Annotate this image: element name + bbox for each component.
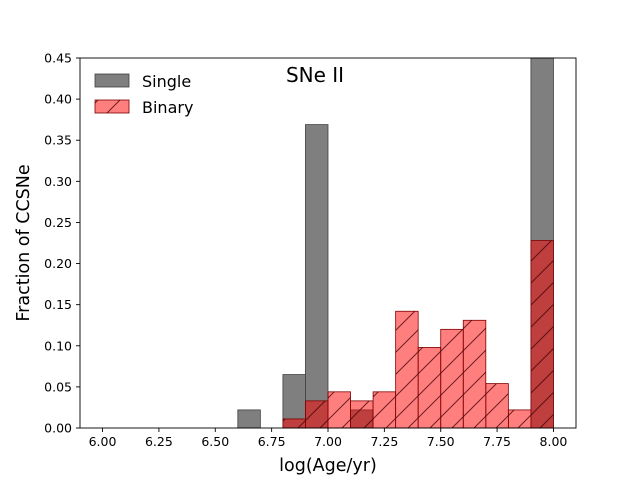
- bar-hatch-binary-0: [282, 418, 306, 428]
- x-tick-label: 8.00: [540, 434, 568, 449]
- legend: Single Binary: [94, 72, 193, 117]
- x-tick-label: 7.75: [483, 434, 511, 449]
- legend-swatch-single: [94, 73, 130, 88]
- y-tick-label: 0.40: [44, 92, 72, 107]
- legend-swatch-binary-hatch: [95, 100, 129, 113]
- bar-hatch-binary-4: [373, 391, 396, 428]
- x-axis-label: log(Age/yr): [279, 456, 377, 476]
- bar-hatch-binary-8: [463, 320, 486, 428]
- bar-single-0: [237, 409, 261, 429]
- bar-hatch-binary-6: [418, 347, 441, 428]
- x-tick-label: 7.50: [427, 434, 455, 449]
- x-tick-label: 6.50: [201, 434, 229, 449]
- y-tick-label: 0.20: [44, 256, 72, 271]
- bar-hatch-binary-3: [350, 400, 374, 428]
- y-axis-label: Fraction of CCSNe: [14, 164, 34, 321]
- bar-hatch-binary-10: [508, 409, 531, 428]
- x-tick-label: 6.00: [89, 434, 117, 449]
- y-tick-label: 0.00: [44, 421, 72, 436]
- bar-hatch-binary-11: [530, 240, 554, 428]
- legend-label-single: Single: [142, 72, 191, 91]
- bar-hatch-binary-2: [328, 391, 351, 428]
- x-tick-label: 7.00: [314, 434, 342, 449]
- y-tick-label: 0.30: [44, 174, 72, 189]
- bar-hatch-binary-5: [395, 311, 419, 428]
- plot-title: SNe II: [286, 63, 344, 87]
- y-tick-label: 0.45: [44, 51, 72, 66]
- x-tick-label: 6.75: [258, 434, 286, 449]
- bar-hatch-binary-1: [305, 400, 328, 428]
- y-tick-label: 0.10: [44, 338, 72, 353]
- x-tick-label: 6.25: [145, 434, 173, 449]
- y-tick-label: 0.15: [44, 297, 72, 312]
- x-tick-label: 7.25: [370, 434, 398, 449]
- legend-label-binary: Binary: [142, 98, 193, 117]
- bar-single-2: [305, 124, 329, 429]
- y-tick-label: 0.25: [44, 215, 72, 230]
- y-tick-label: 0.35: [44, 133, 72, 148]
- bar-hatch-binary-7: [440, 329, 464, 428]
- bar-hatch-binary-9: [485, 383, 509, 428]
- y-tick-label: 0.05: [44, 379, 72, 394]
